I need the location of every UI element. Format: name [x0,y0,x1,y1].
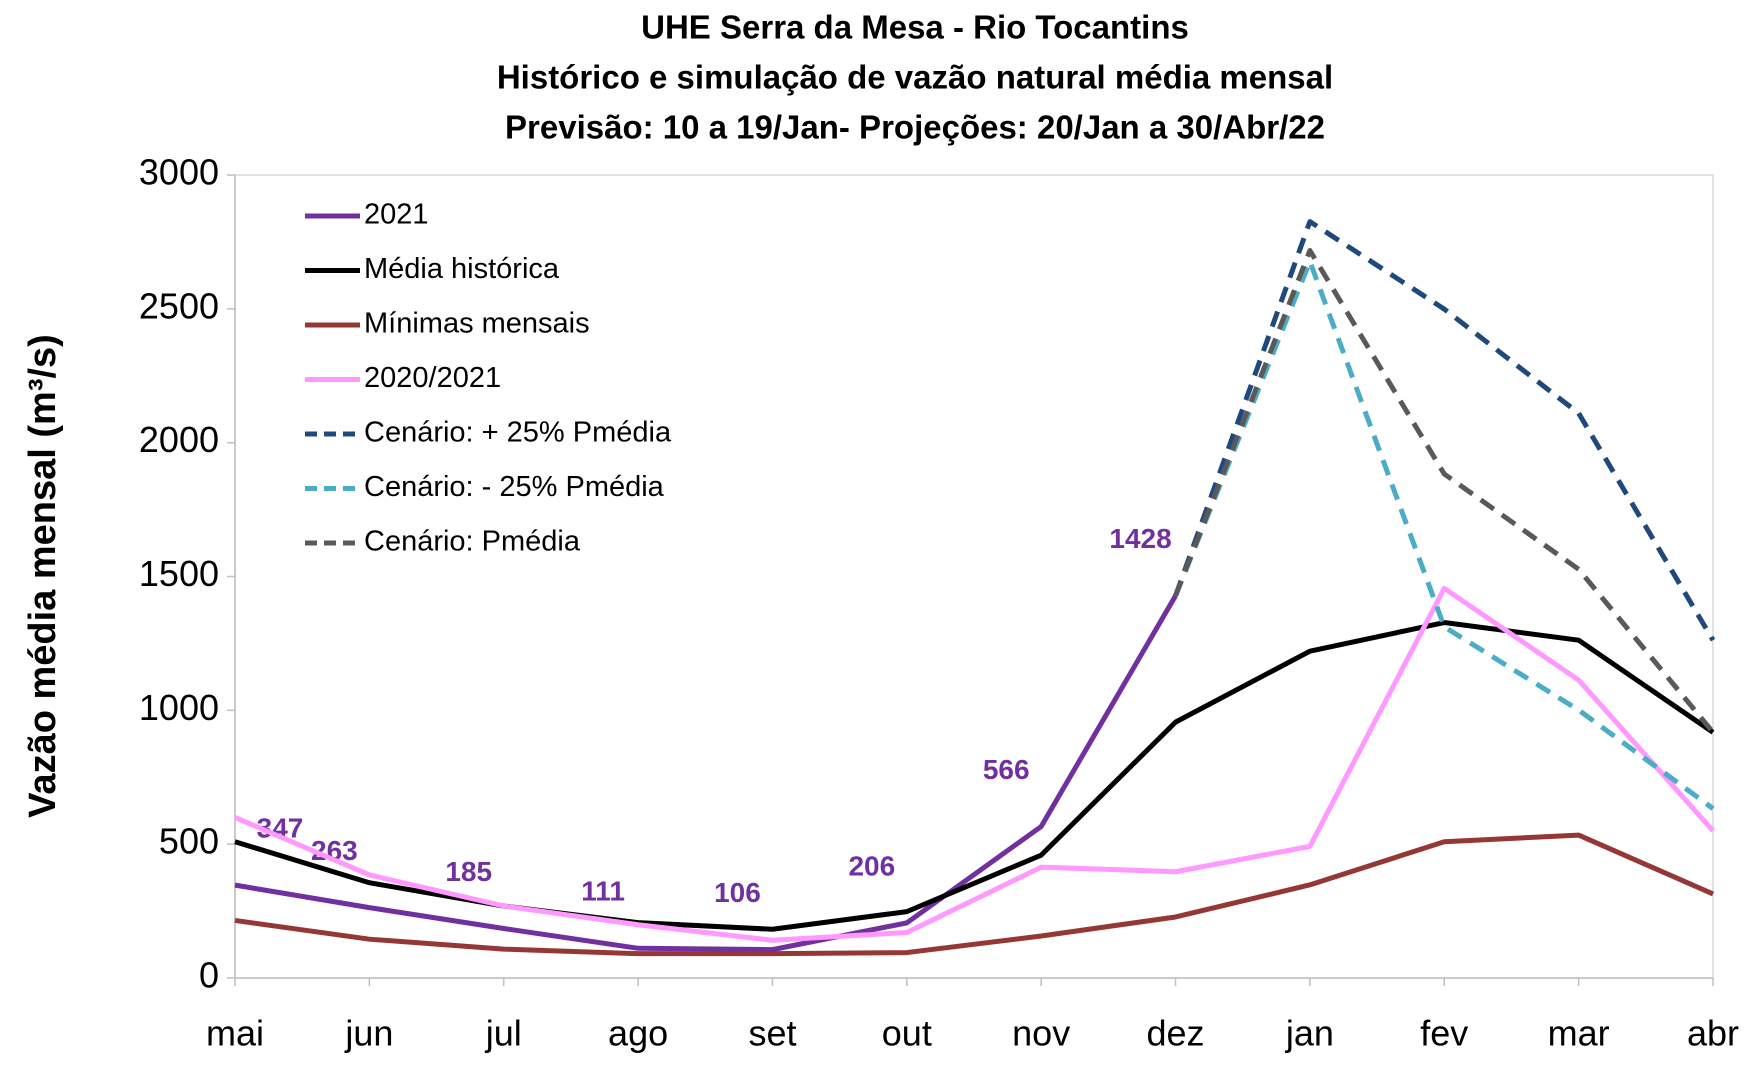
y-tick-label: 2500 [139,285,219,326]
x-tick-label: dez [1147,1013,1205,1054]
x-tick-label: jul [485,1013,522,1054]
data-label: 206 [848,850,895,881]
y-axis-label: Vazão média mensal (m³/s) [22,334,64,818]
legend-label: Cenário: - 25% Pmédia [364,471,665,503]
legend-label: Média histórica [364,253,560,285]
x-tick-label: mar [1548,1013,1610,1054]
y-tick-label: 3000 [139,152,219,193]
x-tick-label: fev [1420,1013,1468,1054]
series-line [1173,247,1715,734]
series-line [1173,219,1716,642]
chart-title: Previsão: 10 a 19/Jan- Projeções: 20/Jan… [505,109,1325,146]
legend-label: Cenário: + 25% Pmédia [364,417,672,449]
x-tick-label: nov [1012,1013,1070,1054]
x-tick-label: jan [1285,1013,1334,1054]
x-tick-label: abr [1687,1013,1739,1054]
legend-label: 2021 [364,199,429,231]
x-tick-label: set [748,1013,796,1054]
x-tick-label: ago [608,1013,668,1054]
y-tick-label: 1500 [139,553,219,594]
chart-title: Histórico e simulação de vazão natural m… [497,59,1333,96]
y-tick-label: 500 [159,821,219,862]
x-tick-label: out [882,1013,932,1054]
chart-title: UHE Serra da Mesa - Rio Tocantins [641,9,1189,46]
y-tick-label: 2000 [139,419,219,460]
data-label: 566 [983,754,1030,785]
legend-label: Mínimas mensais [364,308,590,340]
data-label: 1428 [1109,523,1171,554]
series-line [1173,258,1715,811]
data-label: 111 [581,876,625,907]
x-tick-label: mai [206,1013,264,1054]
series-line [234,594,1178,953]
data-label: 106 [714,877,761,908]
x-tick-label: jun [344,1013,393,1054]
series-line [234,585,1715,943]
legend-label: Cenário: Pmédia [364,526,581,558]
y-tick-label: 1000 [139,687,219,728]
legend-label: 2020/2021 [364,362,501,394]
y-tick-label: 0 [199,955,219,996]
series-line [234,832,1715,957]
data-label: 185 [445,856,492,887]
